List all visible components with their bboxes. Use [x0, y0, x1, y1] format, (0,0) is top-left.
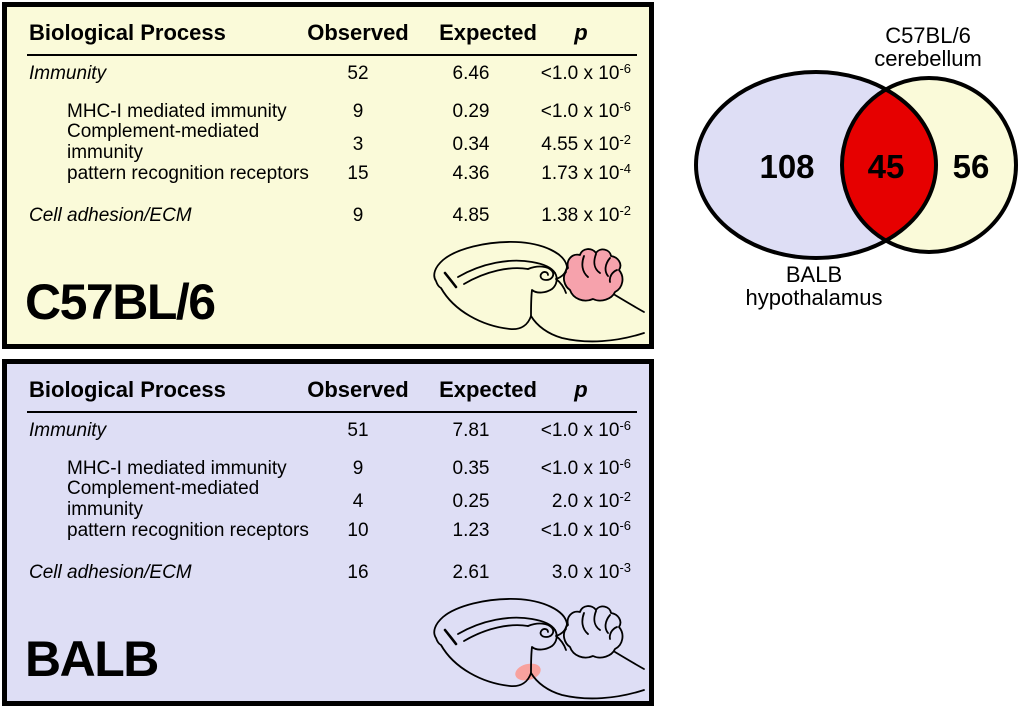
- p-exponent: -6: [619, 99, 631, 114]
- venn-overlap-region: [842, 78, 936, 252]
- mouse-brain-sagittal-hypothalamus-highlighted-icon: [433, 598, 645, 700]
- process-label: Complement-mediated immunity: [67, 478, 260, 520]
- c57bl6-enrichment-panel: Biological Process Observed Expected p I…: [2, 2, 654, 349]
- observed-value: 9: [352, 458, 364, 479]
- column-header-biological-process: Biological Process: [29, 20, 226, 45]
- p-value: <1.0 x 10-6: [540, 61, 631, 84]
- brain-outline: [433, 241, 645, 343]
- p-value: 2.0 x 10-2: [551, 489, 631, 512]
- expected-value: 4.85: [452, 205, 490, 226]
- expected-value: 0.34: [452, 134, 490, 155]
- p-exponent: -2: [619, 489, 631, 504]
- expected-value: 0.35: [452, 458, 490, 479]
- column-header-p-value: p: [574, 377, 588, 402]
- process-label: pattern recognition receptors: [67, 520, 309, 541]
- p-exponent: -2: [619, 203, 631, 218]
- brainstem-line: [614, 294, 645, 313]
- hippocampus-curls: [527, 622, 558, 674]
- expected-value: 4.36: [452, 163, 490, 184]
- observed-value: 10: [347, 520, 369, 541]
- process-label: Cell adhesion/ECM: [29, 205, 192, 226]
- observed-value: 15: [347, 163, 369, 184]
- cerebellum-folds: [581, 610, 618, 640]
- cerebellum-region: [563, 605, 624, 659]
- expected-value: 6.46: [452, 63, 490, 84]
- brain-outline: [433, 598, 645, 700]
- corpus-callosum-lines: [457, 616, 556, 642]
- strain-label-balb: BALB: [25, 631, 159, 687]
- p-value: 1.73 x 10-4: [541, 161, 631, 184]
- mouse-brain-sagittal-cerebellum-highlighted-icon: [433, 241, 645, 343]
- cortex-midbrain-lines: [555, 623, 568, 651]
- p-exponent: -6: [619, 518, 631, 533]
- p-value: <1.0 x 10-6: [540, 456, 631, 479]
- p-value: 3.0 x 10-3: [551, 560, 631, 583]
- column-header-biological-process: Biological Process: [29, 377, 226, 402]
- column-header-observed: Observed: [307, 20, 409, 45]
- process-label: pattern recognition receptors: [67, 163, 309, 184]
- column-header-expected: Expected: [439, 377, 537, 402]
- observed-value: 52: [347, 63, 369, 84]
- olfactory-bulb-line: [443, 271, 458, 289]
- column-header-observed: Observed: [307, 377, 409, 402]
- expected-value: 7.81: [452, 420, 490, 441]
- hippocampus-curls: [527, 265, 558, 317]
- venn-label-line: BALB: [785, 262, 843, 287]
- venn-count-balb-only: 108: [759, 148, 814, 185]
- p-exponent: -6: [619, 418, 631, 433]
- observed-value: 16: [347, 562, 369, 583]
- p-value: 4.55 x 10-2: [541, 132, 631, 155]
- observed-value: 4: [352, 491, 364, 512]
- p-value: <1.0 x 10-6: [540, 99, 631, 122]
- balb-enrichment-panel: Biological Process Observed Expected p I…: [2, 359, 654, 706]
- column-header-expected: Expected: [439, 20, 537, 45]
- expected-value: 1.23: [452, 520, 490, 541]
- p-exponent: -6: [619, 456, 631, 471]
- header-rule: [27, 411, 637, 413]
- observed-value: 9: [352, 205, 364, 226]
- corpus-callosum-lines: [457, 259, 556, 285]
- venn-count-overlap: 45: [868, 148, 905, 185]
- expected-value: 0.25: [452, 491, 490, 512]
- process-label: Cell adhesion/ECM: [29, 562, 192, 583]
- venn-circle-outline-right: [840, 76, 1018, 254]
- venn-label-line: C57BL/6: [885, 23, 971, 48]
- process-label: Immunity: [29, 420, 107, 441]
- venn-circle-outline-left: [694, 70, 938, 260]
- header-rule: [27, 54, 637, 56]
- p-exponent: -2: [619, 132, 631, 147]
- p-value: 1.38 x 10-2: [541, 203, 631, 226]
- brainstem-line: [614, 651, 645, 670]
- expected-value: 2.61: [452, 562, 490, 583]
- observed-value: 3: [352, 134, 364, 155]
- observed-value: 9: [352, 101, 364, 122]
- p-value: <1.0 x 10-6: [540, 518, 631, 541]
- observed-value: 51: [347, 420, 369, 441]
- olfactory-bulb-line: [443, 628, 458, 646]
- process-label: Complement-mediated immunity: [67, 121, 260, 163]
- column-header-p-value: p: [574, 20, 588, 45]
- p-value: <1.0 x 10-6: [540, 418, 631, 441]
- p-exponent: -4: [619, 161, 631, 176]
- expected-value: 0.29: [452, 101, 490, 122]
- p-exponent: -3: [619, 560, 631, 575]
- venn-diagram: 108 45 56 C57BL/6 cerebellum BALB hypoth…: [660, 0, 1020, 330]
- venn-label-balb-hypothalamus: BALB hypothalamus: [704, 263, 924, 309]
- hypothalamus-region: [515, 663, 541, 681]
- process-label: MHC-I mediated immunity: [67, 101, 287, 122]
- strain-label-c57bl6: C57BL/6: [25, 274, 216, 330]
- process-label: Immunity: [29, 63, 107, 84]
- venn-label-line: hypothalamus: [745, 285, 883, 310]
- venn-label-c57bl6-cerebellum: C57BL/6 cerebellum: [818, 24, 1020, 70]
- p-exponent: -6: [619, 61, 631, 76]
- venn-count-c57bl6-only: 56: [953, 148, 990, 185]
- process-label: MHC-I mediated immunity: [67, 458, 287, 479]
- cerebellum-region: [563, 248, 624, 302]
- venn-label-line: cerebellum: [874, 46, 982, 71]
- cerebellum-folds: [581, 253, 618, 283]
